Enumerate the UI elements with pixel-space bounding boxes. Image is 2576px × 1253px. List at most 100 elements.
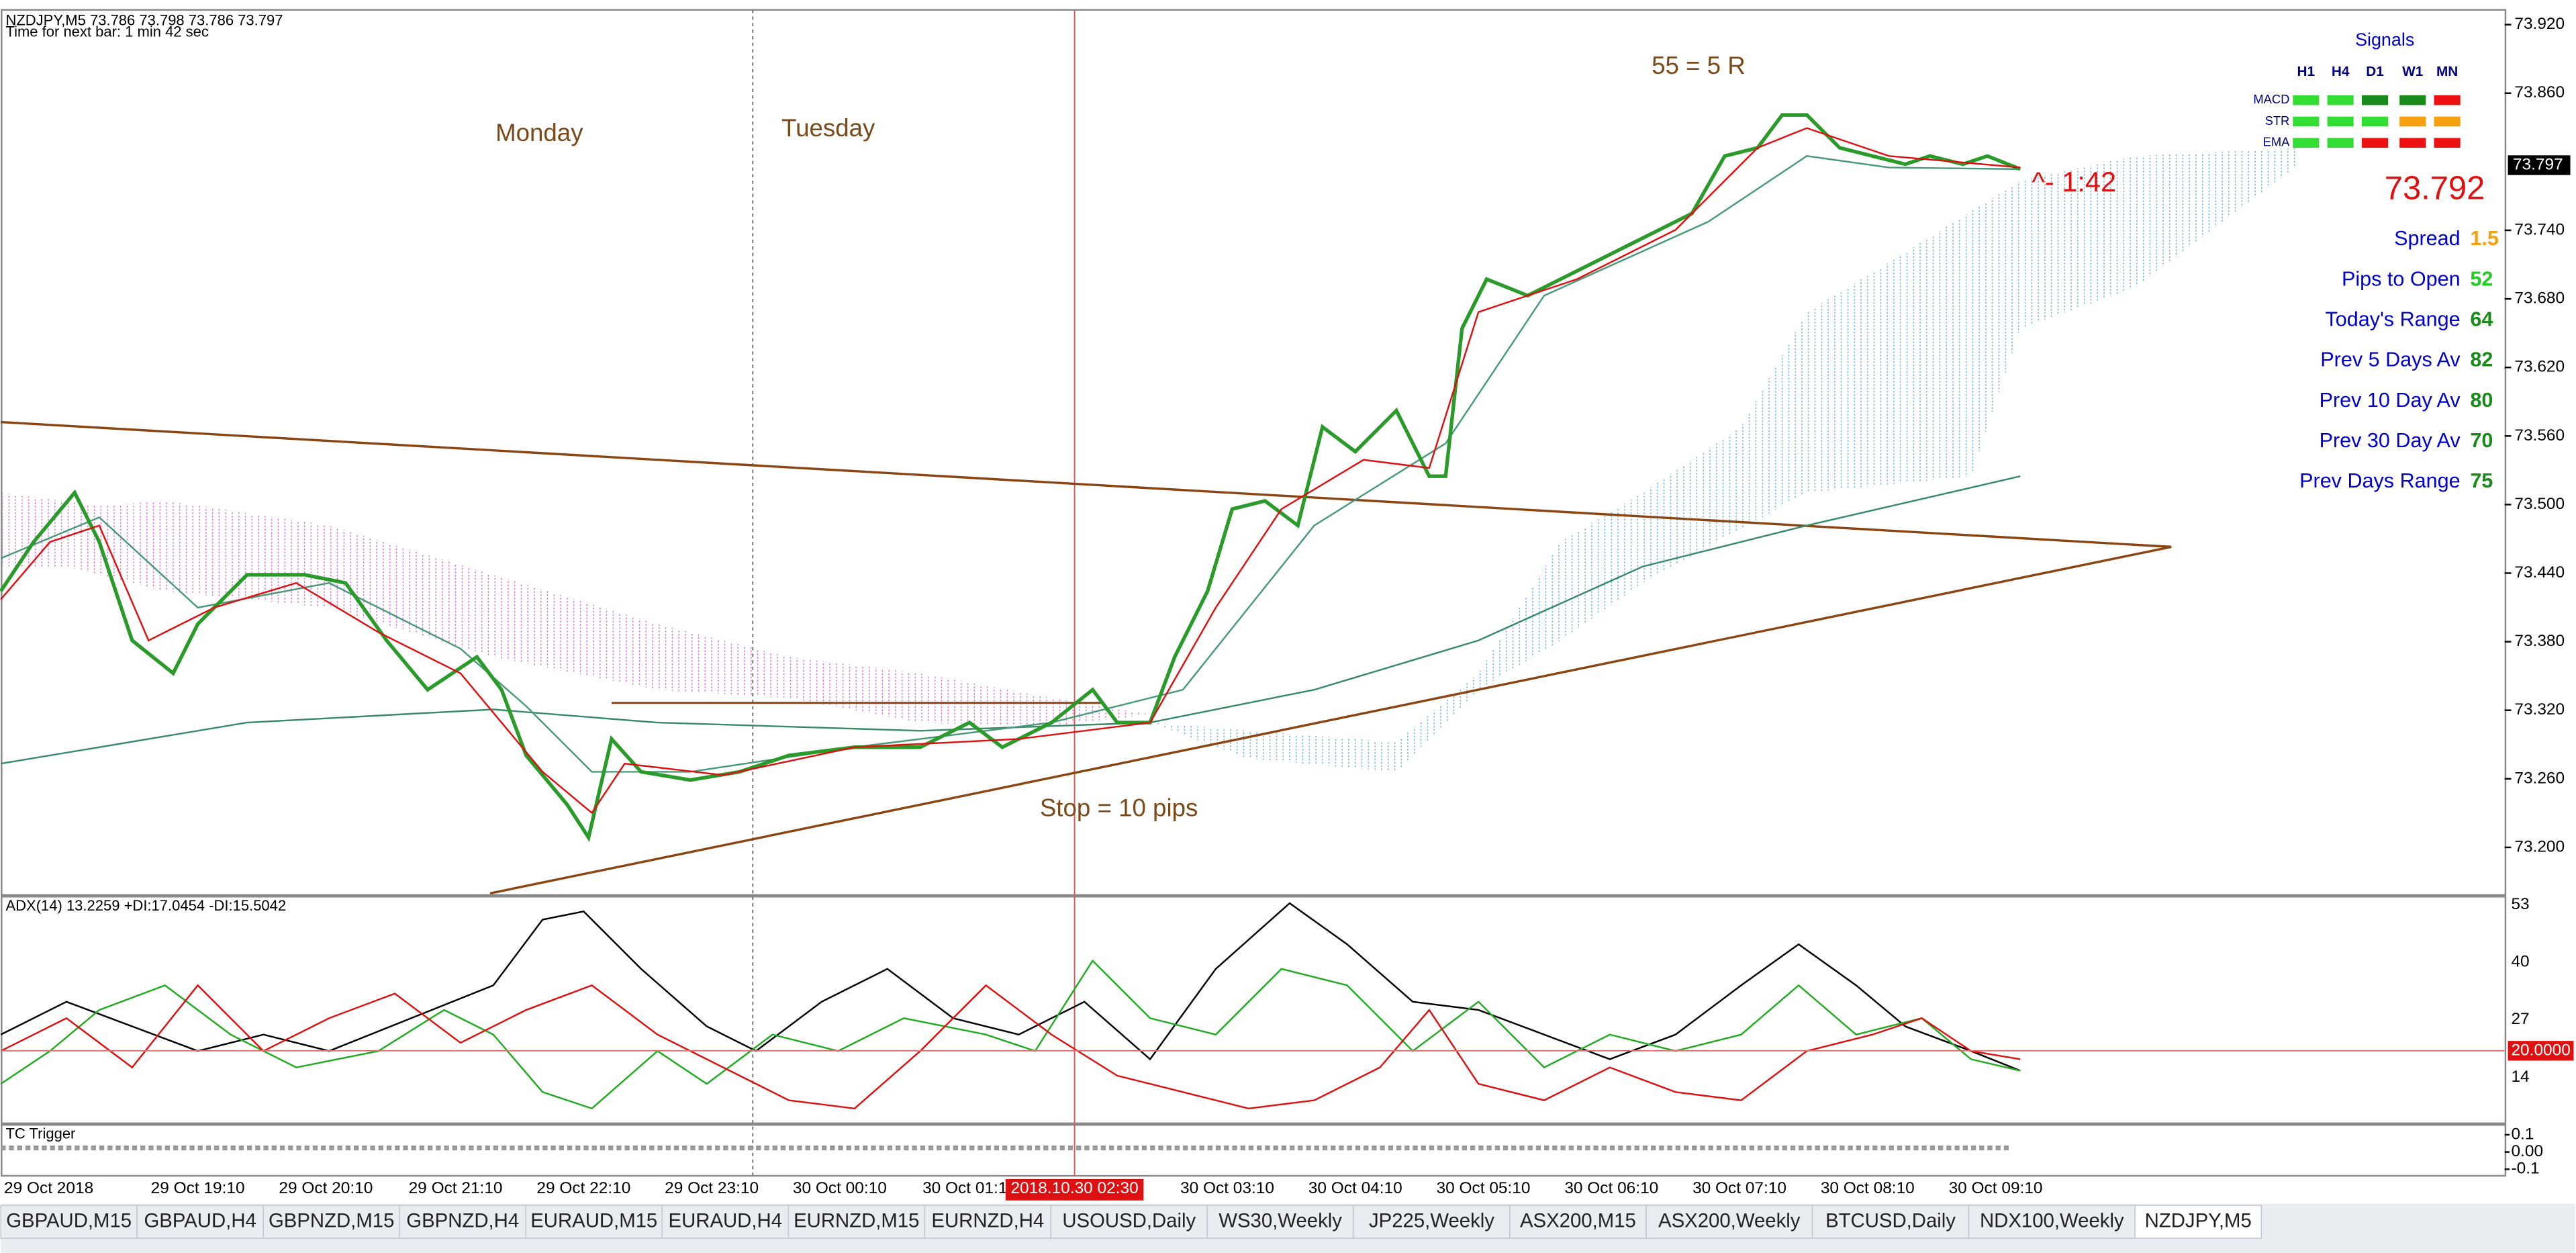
price-tick-label: 73.740	[2514, 220, 2565, 238]
price-tick-label: 73.380	[2514, 632, 2565, 650]
time-label: 30 Oct 03:10	[1180, 1179, 1274, 1197]
tab-label[interactable]: GBPAUD,H4	[144, 1209, 256, 1232]
main-pane	[1, 9, 2507, 896]
tab[interactable]	[525, 1205, 663, 1239]
tab-label[interactable]: GBPNZD,H4	[406, 1209, 519, 1232]
tab-label[interactable]: BTCUSD,Daily	[1825, 1209, 1956, 1232]
adx-tick-label: 27	[2511, 1010, 2529, 1028]
ema-mid	[0, 155, 2021, 773]
info-value: 1.5	[2470, 227, 2499, 250]
price-tick-label: 73.260	[2514, 769, 2565, 787]
info-label: Prev 30 Day Av	[2320, 429, 2461, 452]
adx-level-box	[2508, 1041, 2574, 1061]
info-value: 80	[2470, 389, 2493, 412]
current-price-box	[2508, 155, 2571, 175]
cloud-bull	[1150, 148, 2299, 772]
time-label: 30 Oct 04:10	[1308, 1179, 1402, 1197]
info-value: 70	[2470, 429, 2493, 452]
tab[interactable]	[1206, 1205, 1354, 1239]
adx-level-label: 20.0000	[2511, 1041, 2570, 1059]
signal-cell	[2361, 95, 2389, 105]
tab[interactable]	[1645, 1205, 1813, 1239]
adx-label: ADX(14) 13.2259 +DI:17.0454 -DI:15.5042	[5, 897, 286, 914]
tuesday-label: Tuesday	[781, 114, 875, 142]
tab[interactable]	[1811, 1205, 1970, 1239]
tab-label[interactable]: USOUSD,Daily	[1062, 1209, 1196, 1232]
tab-label[interactable]: NZDJPY,M5	[2145, 1209, 2252, 1232]
time-label: 29 Oct 22:10	[536, 1179, 630, 1197]
tab-label[interactable]: EURAUD,H4	[669, 1209, 782, 1232]
info-label: Prev Days Range	[2299, 469, 2461, 492]
trendline-upper	[1, 420, 2172, 549]
time-label: 29 Oct 20:10	[279, 1179, 373, 1197]
signals-title: Signals	[2355, 30, 2414, 50]
time-label: 30 Oct 00:10	[793, 1179, 887, 1197]
info-value: 52	[2470, 267, 2493, 290]
tc-tick-label: 0.1	[2511, 1125, 2534, 1143]
tc-tick-label: 0.00	[2511, 1142, 2543, 1160]
time-axis	[1, 1177, 2575, 1204]
price-tick-label: 73.920	[2514, 15, 2565, 33]
trendline-lower	[489, 545, 2172, 895]
tab[interactable]	[661, 1205, 790, 1239]
time-label: 30 Oct 08:10	[1821, 1179, 1915, 1197]
tab[interactable]	[924, 1205, 1052, 1239]
time-label: 29 Oct 19:10	[151, 1179, 245, 1197]
price-tick-label: 73.560	[2514, 426, 2565, 445]
signal-column: D1	[2366, 64, 2384, 79]
current-price: 73.797	[2513, 155, 2563, 173]
info-label: Prev 10 Day Av	[2320, 389, 2461, 412]
tab[interactable]	[0, 1205, 138, 1239]
tab[interactable]	[788, 1205, 926, 1239]
tab-label[interactable]: WS30,Weekly	[1219, 1209, 1342, 1232]
countdown: ^- 1:42	[2032, 166, 2116, 197]
info-label: Today's Range	[2325, 308, 2460, 330]
tab-label[interactable]: GBPAUD,M15	[6, 1209, 132, 1232]
tab[interactable]	[1509, 1205, 1647, 1239]
tab[interactable]	[263, 1205, 400, 1239]
signal-cell	[2293, 138, 2320, 148]
symbol-line: NZDJPY,M5 73.786 73.798 73.786 73.797	[5, 12, 283, 29]
info-label: Spread	[2394, 227, 2461, 250]
signal-cell	[2434, 95, 2461, 105]
price-tick-label: 73.680	[2514, 289, 2565, 308]
adx-tick-label: 53	[2511, 895, 2529, 913]
stop-label: Stop = 10 pips	[1040, 794, 1198, 821]
tab-label[interactable]: EURNZD,H4	[931, 1209, 1044, 1232]
tab-label[interactable]: ASX200,M15	[1520, 1209, 1636, 1232]
signal-cell	[2293, 116, 2320, 127]
tab-label[interactable]: NDX100,Weekly	[1980, 1209, 2124, 1232]
signal-column: MN	[2436, 64, 2458, 79]
signal-cell	[2327, 95, 2354, 105]
signal-cell	[2327, 138, 2354, 148]
tab-label[interactable]: GBPNZD,M15	[269, 1209, 394, 1232]
timer: Time for next bar: 1 min 42 sec	[5, 24, 208, 40]
tab-label[interactable]: JP225,Weekly	[1369, 1209, 1494, 1232]
price-tick-label: 73.200	[2514, 837, 2565, 855]
tab[interactable]	[136, 1205, 264, 1239]
signal-cell	[2434, 116, 2461, 127]
price-tick-label: 73.500	[2514, 495, 2565, 513]
tab-label[interactable]: ASX200,Weekly	[1658, 1209, 1801, 1232]
signal-row: STR	[2265, 113, 2290, 128]
tab[interactable]	[1968, 1205, 2136, 1239]
signal-cell	[2399, 95, 2426, 105]
signal-column: H4	[2332, 64, 2350, 79]
target-label: 55 = 5 R	[1652, 52, 1746, 79]
tab-label[interactable]: EURNZD,M15	[794, 1209, 919, 1232]
tab-label[interactable]: EURAUD,M15	[530, 1209, 657, 1232]
tab[interactable]	[399, 1205, 526, 1239]
minus-di	[0, 984, 2021, 1110]
plus-di	[0, 959, 2021, 1110]
signal-column: H1	[2297, 64, 2316, 79]
tab[interactable]	[2134, 1205, 2262, 1239]
info-label: Prev 5 Days Av	[2320, 349, 2461, 371]
price-tick-label: 73.860	[2514, 83, 2565, 101]
time-highlight	[1005, 1178, 1144, 1201]
bid-price: 73.792	[2385, 171, 2485, 207]
cloud-bear	[1, 492, 1151, 726]
tab[interactable]	[1050, 1205, 1208, 1239]
signal-row: MACD	[2253, 92, 2289, 106]
signal-cell	[2327, 116, 2354, 127]
